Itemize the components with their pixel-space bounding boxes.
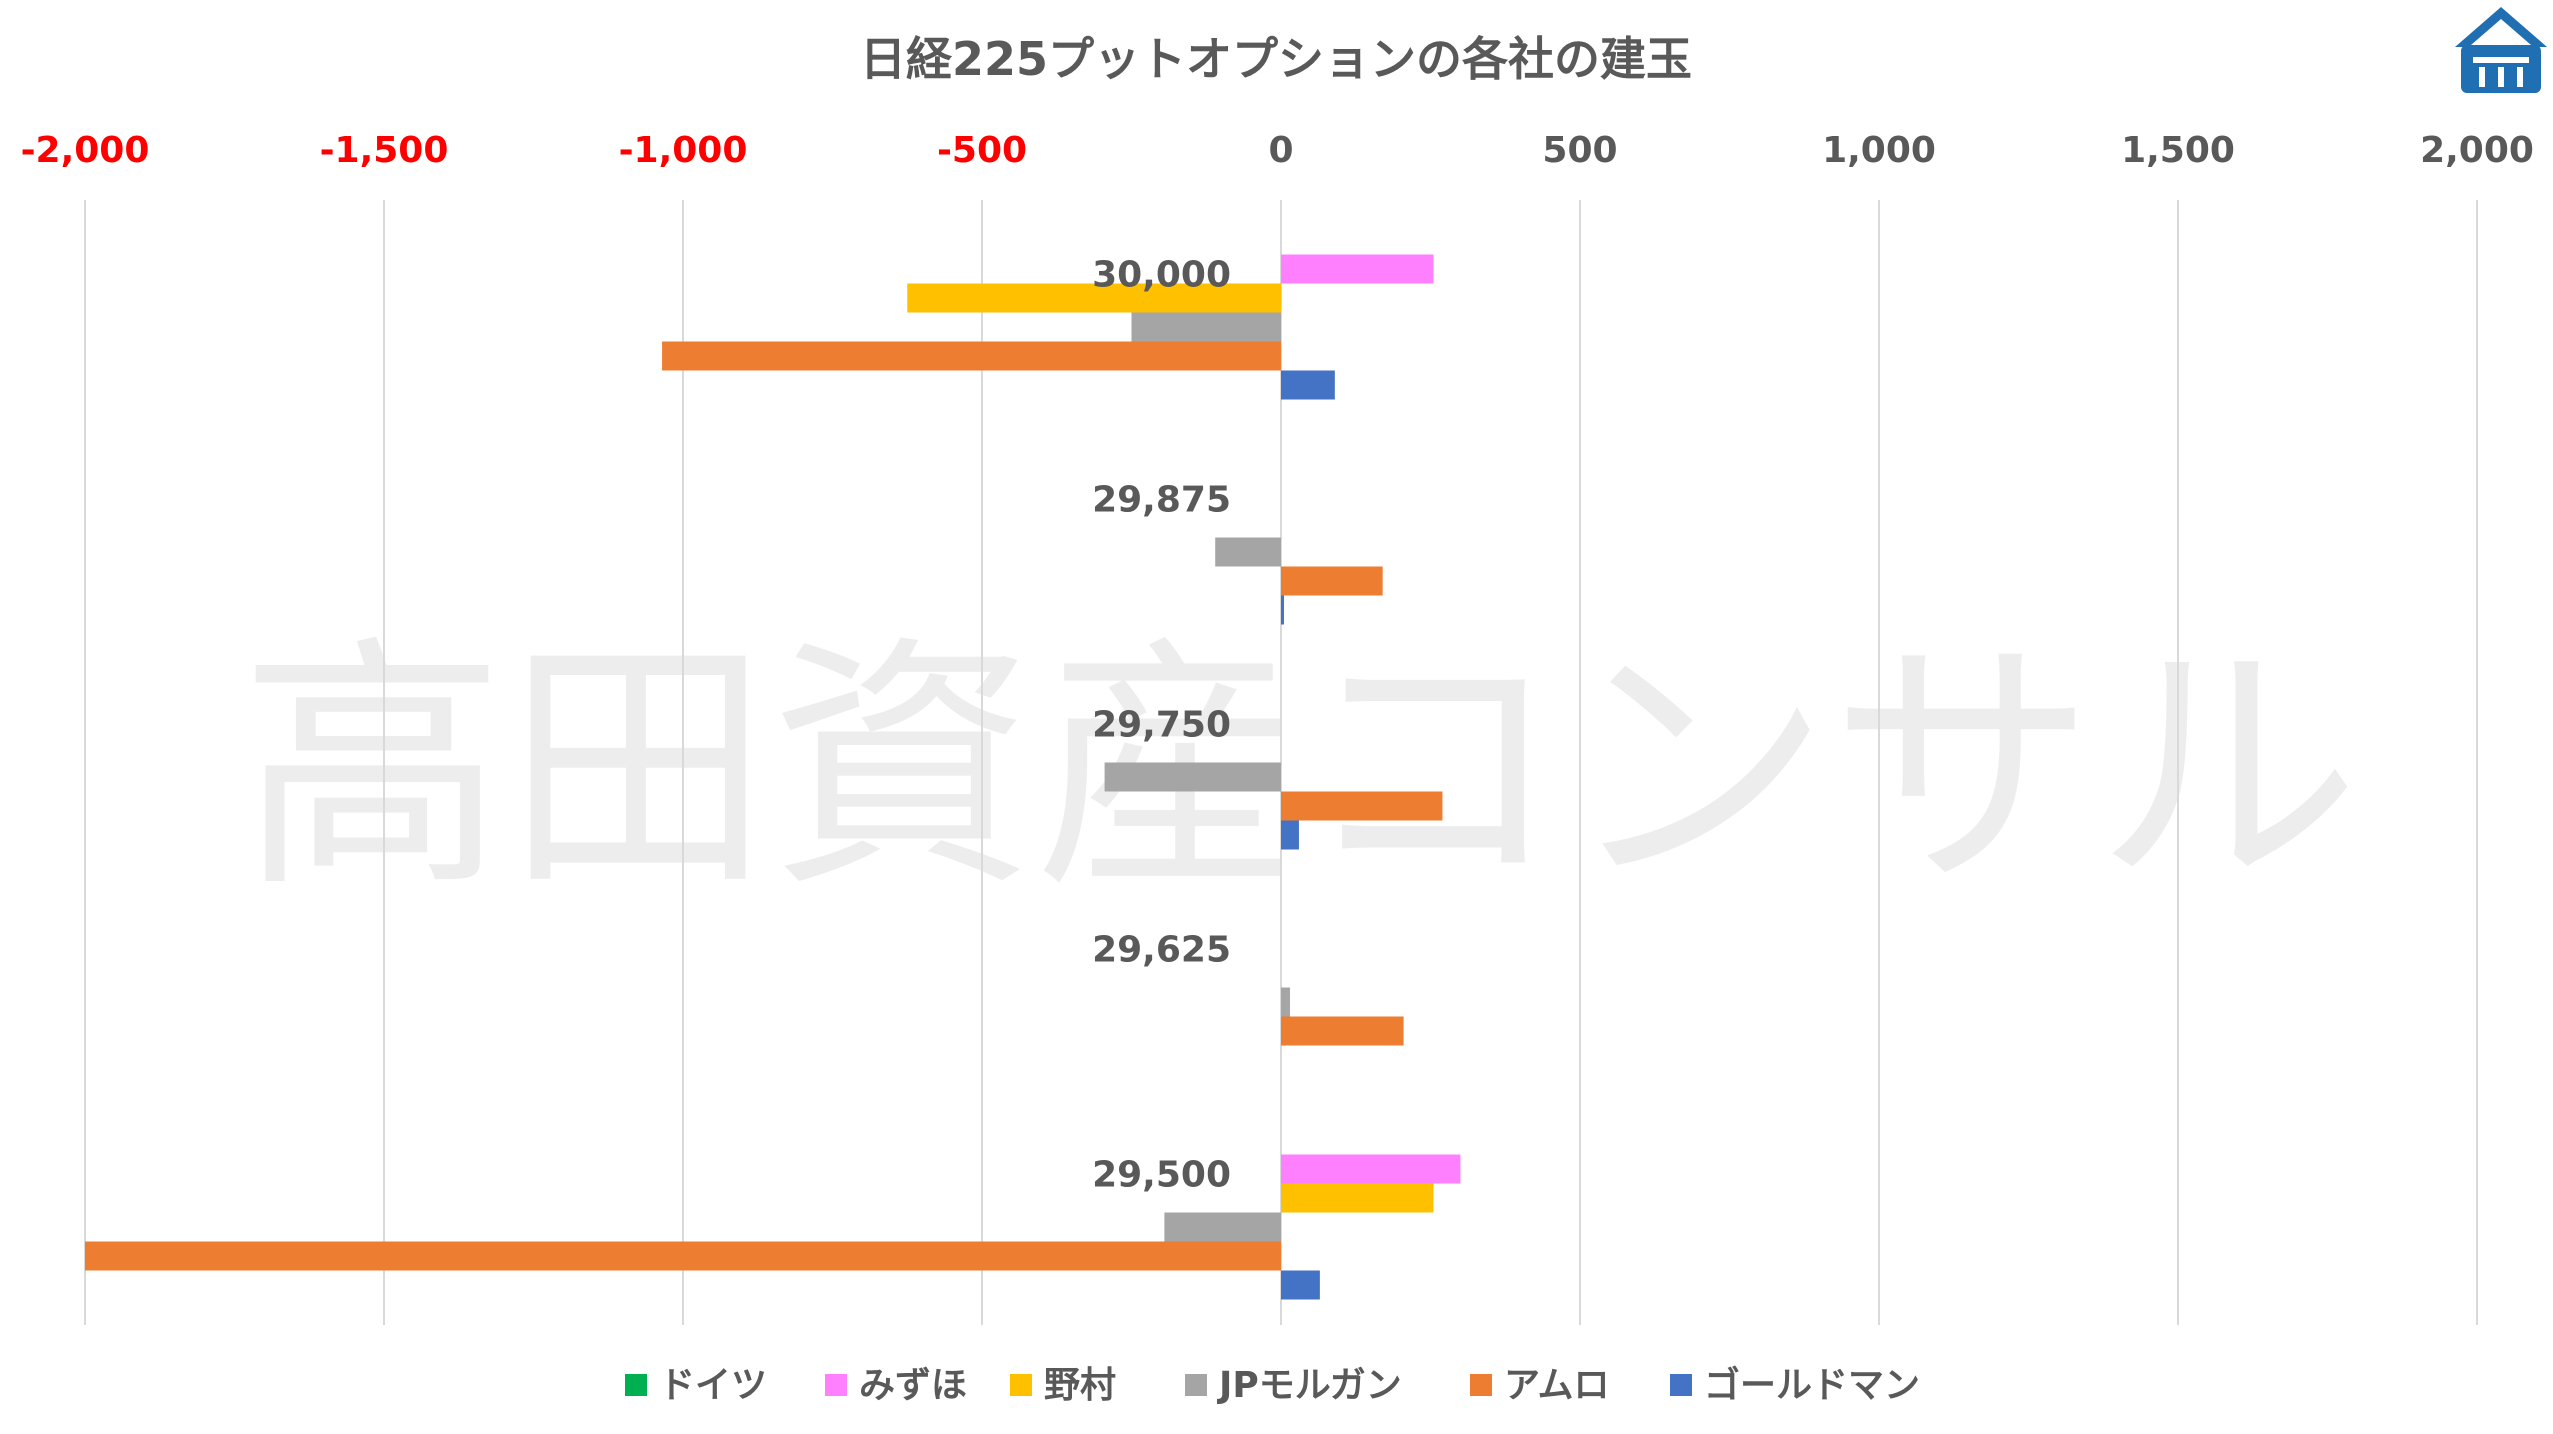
x-tick-label: 1,000 [1822, 130, 1936, 171]
category-label: 29,750 [1092, 705, 1231, 746]
bar [1131, 312, 1281, 342]
category-labels: 30,000 29,875 29,750 29,625 29,500 [1092, 255, 1231, 1196]
legend-label: ドイツ [659, 1365, 767, 1406]
x-tick-label: -1,500 [320, 130, 449, 171]
bar [907, 283, 1281, 313]
watermark: 高田資産コンサル [240, 615, 2360, 923]
bar [1281, 595, 1284, 625]
legend-label: ゴールドマン [1704, 1364, 1920, 1406]
bar [1281, 1183, 1434, 1213]
legend-label: JPモルガン [1216, 1365, 1402, 1406]
x-tick-label: -2,000 [21, 130, 150, 171]
legend-swatch [625, 1374, 647, 1396]
bar [1281, 1154, 1461, 1184]
bar [1281, 791, 1443, 821]
legend-swatch [1670, 1374, 1692, 1396]
bar [1164, 1212, 1281, 1242]
x-tick-label: 1,500 [2121, 130, 2235, 171]
legend-swatch [1185, 1374, 1207, 1396]
bar [1281, 820, 1299, 850]
bar [1281, 1270, 1320, 1300]
legend-label: 野村 [1044, 1365, 1116, 1406]
bar [1215, 537, 1281, 567]
bar [1281, 370, 1335, 400]
bar [662, 341, 1281, 371]
bar [1281, 987, 1290, 1017]
bar [1281, 566, 1383, 596]
bar [1104, 762, 1281, 792]
legend-swatch [825, 1374, 847, 1396]
legend-label: みずほ [859, 1365, 967, 1406]
legend: ドイツ みずほ 野村 JPモルガン アムロ ゴールドマン [625, 1364, 1920, 1406]
category-label: 30,000 [1092, 255, 1231, 296]
category-label: 29,500 [1092, 1155, 1231, 1196]
bars [85, 225, 1461, 1300]
x-tick-label: 0 [1268, 130, 1293, 171]
legend-swatch [1470, 1374, 1492, 1396]
bar [1281, 254, 1434, 284]
legend-swatch [1010, 1374, 1032, 1396]
x-tick-label: -500 [937, 130, 1027, 171]
x-tick-label: 500 [1542, 130, 1617, 171]
category-label: 29,625 [1092, 930, 1231, 971]
category-label: 29,875 [1092, 480, 1231, 521]
bar [85, 1241, 1281, 1271]
legend-label: アムロ [1504, 1365, 1609, 1406]
x-tick-label: 2,000 [2420, 130, 2534, 171]
house-logo-icon [2455, 7, 2547, 93]
chart-title: 日経225プットオプションの各社の建玉 [860, 32, 1692, 86]
bar [1281, 1016, 1404, 1046]
x-tick-label: -1,000 [619, 130, 748, 171]
x-axis-tick-labels: -2,000 -1,500 -1,000 -500 0 500 1,000 1,500 2,00… [21, 130, 2534, 171]
